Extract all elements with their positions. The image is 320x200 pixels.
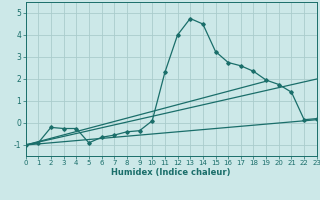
X-axis label: Humidex (Indice chaleur): Humidex (Indice chaleur) [111, 168, 231, 177]
